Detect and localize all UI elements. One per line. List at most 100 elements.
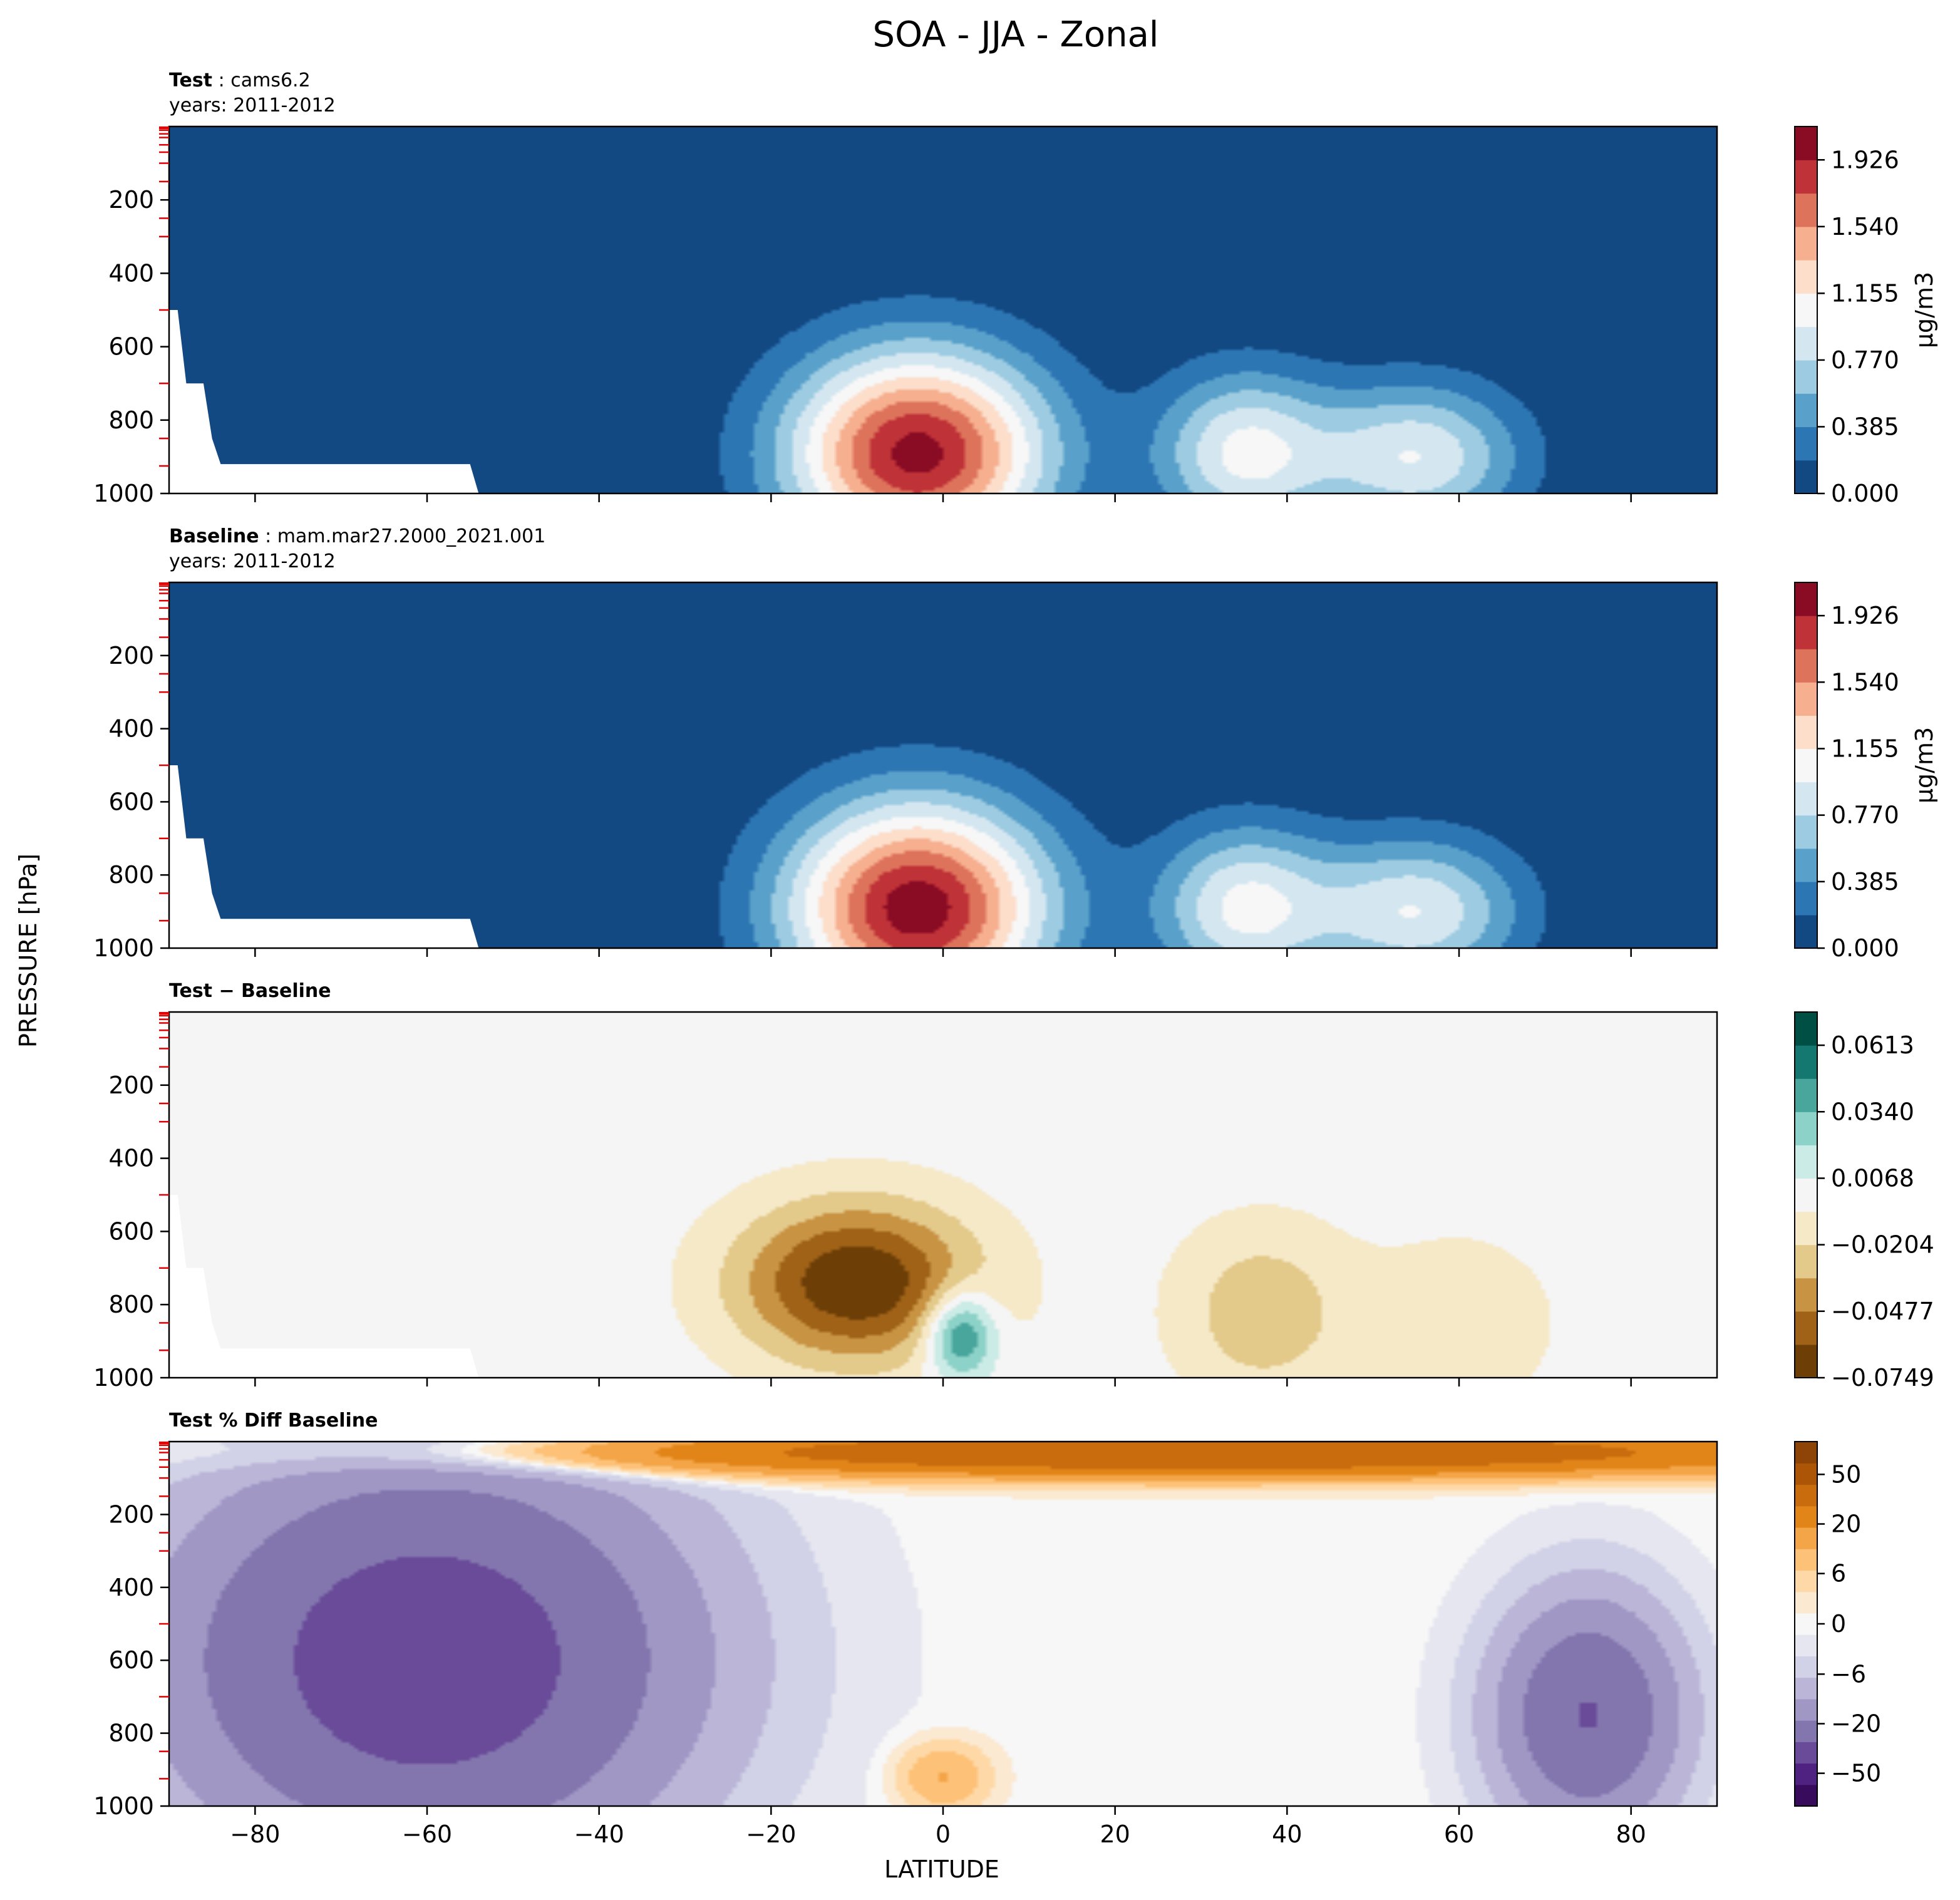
x-axis-label: LATITUDE: [884, 1856, 999, 1883]
colorbar-segment: [1795, 226, 1817, 261]
panel-label-bold: Baseline: [169, 525, 259, 547]
colorbar-label: μg/m3: [1911, 272, 1938, 348]
colorbar-segment: [1795, 1613, 1817, 1635]
colorbar-segment: [1795, 1505, 1817, 1528]
colorbar-segment: [1795, 1178, 1817, 1212]
colorbar-tick-label: −0.0204: [1831, 1231, 1934, 1259]
colorbar-tick-label: 1.926: [1831, 602, 1899, 629]
colorbar-tick-label: −0.0749: [1831, 1364, 1934, 1391]
colorbar-segment: [1795, 1591, 1817, 1614]
colorbar-segment: [1795, 1527, 1817, 1549]
colorbar-segment: [1795, 1549, 1817, 1571]
colorbar-segment: [1795, 1244, 1817, 1279]
panel-pctdiff: Test % Diff Baseline2004006008001000−80−…: [93, 1410, 1881, 1848]
colorbar-tick-label: 0.0068: [1831, 1164, 1914, 1192]
y-tick-label: 400: [108, 259, 154, 287]
y-tick-label: 800: [108, 861, 154, 889]
colorbar-segment: [1795, 426, 1817, 461]
y-tick-label: 400: [108, 1574, 154, 1601]
colorbar-tick-label: 0.385: [1831, 868, 1899, 896]
colorbar-tick-label: 50: [1831, 1460, 1861, 1488]
colorbar-tick-label: 1.155: [1831, 279, 1899, 307]
colorbar-segment: [1795, 715, 1817, 750]
panel-label-value: : cams6.2: [212, 70, 311, 91]
terrain-mask: [169, 765, 479, 948]
panel-label: Test % Diff Baseline: [169, 1410, 378, 1432]
colorbar-tick-label: −0.0477: [1831, 1298, 1934, 1325]
y-tick-label: 200: [108, 186, 154, 214]
colorbar-segment: [1795, 1311, 1817, 1345]
colorbar-segment: [1795, 1344, 1817, 1378]
colorbar-tick-label: 1.155: [1831, 735, 1899, 762]
colorbar-segment: [1795, 1012, 1817, 1046]
panels: Test : cams6.2 years: 2011-2012 200 400 600 8…: [93, 70, 1938, 1848]
colorbar-tick-label: −20: [1831, 1710, 1881, 1737]
y-tick-label: 400: [108, 715, 154, 743]
colorbar-segment: [1795, 582, 1817, 616]
y-tick-label: 600: [108, 1217, 154, 1245]
colorbar-tick-label: 0.770: [1831, 802, 1899, 829]
colorbar-tick-label: 0.770: [1831, 346, 1899, 374]
colorbar-segment: [1795, 682, 1817, 716]
panel-label-bold: Test − Baseline: [169, 980, 331, 1002]
colorbar-tick-label: 0.385: [1831, 413, 1899, 440]
heatmap-field: [169, 1442, 1717, 1806]
y-tick-label: 1000: [93, 934, 154, 962]
colorbar-segment: [1795, 1742, 1817, 1764]
colorbar-frame: [1794, 1011, 1818, 1378]
terrain-mask: [169, 310, 479, 493]
colorbar-segment: [1795, 460, 1817, 494]
colorbar-segment: [1795, 393, 1817, 428]
colorbar-segment: [1795, 1656, 1817, 1678]
heatmap-field: [169, 126, 1717, 493]
colorbar: −50 −20 −6 0 6 20 50: [1794, 1441, 1881, 1807]
colorbar-segment: [1795, 1634, 1817, 1656]
colorbar-segment: [1795, 649, 1817, 683]
colorbar-segment: [1795, 1763, 1817, 1785]
colorbar-frame: [1794, 582, 1818, 949]
colorbar-tick-label: 0.0340: [1831, 1098, 1914, 1125]
y-tick-label: 800: [108, 406, 154, 434]
colorbar-tick-label: −6: [1831, 1660, 1866, 1688]
colorbar-tick-label: −50: [1831, 1760, 1881, 1787]
colorbar-segment: [1795, 1145, 1817, 1179]
colorbar-segment: [1795, 160, 1817, 194]
colorbar-segment: [1795, 1698, 1817, 1721]
colorbar-segment: [1795, 1570, 1817, 1593]
colorbar-segment: [1795, 293, 1817, 328]
y-tick-label: 600: [108, 1646, 154, 1674]
y-tick-label: 200: [108, 1500, 154, 1528]
colorbar-tick-label: 1.926: [1831, 146, 1899, 173]
colorbar-segment: [1795, 848, 1817, 882]
colorbar-segment: [1795, 748, 1817, 783]
colorbar-segment: [1795, 1278, 1817, 1312]
colorbar-segment: [1795, 359, 1817, 394]
y-tick-label: 1000: [93, 1792, 154, 1820]
colorbar-segment: [1795, 782, 1817, 816]
colorbar-segment: [1795, 1211, 1817, 1246]
panel-label: Test : cams6.2: [169, 70, 311, 91]
colorbar-segment: [1795, 126, 1817, 160]
colorbar-segment: [1795, 1045, 1817, 1079]
terrain-mask: [169, 1195, 479, 1378]
panel-years: years: 2011-2012: [169, 550, 336, 572]
colorbar-tick-label: 1.540: [1831, 213, 1899, 240]
x-tick-label: 80: [1616, 1820, 1646, 1848]
x-tick-label: −80: [230, 1820, 280, 1848]
colorbar-segment: [1795, 1442, 1817, 1464]
y-tick-label: 200: [108, 642, 154, 669]
panel-label: Baseline : mam.mar27.2000_2021.001: [169, 525, 545, 547]
panel-label-bold: Test: [169, 70, 212, 91]
panel-label: Test − Baseline: [169, 980, 331, 1002]
colorbar-segment: [1795, 1784, 1817, 1807]
heatmap-field: [169, 1012, 1717, 1378]
y-tick-label: 1000: [93, 480, 154, 507]
x-tick-label: 20: [1100, 1820, 1130, 1848]
colorbar-tick-label: 0.000: [1831, 934, 1899, 962]
colorbar-segment: [1795, 1484, 1817, 1507]
colorbar-tick-label: 6: [1831, 1560, 1846, 1588]
colorbar-segment: [1795, 326, 1817, 361]
colorbar-segment: [1795, 616, 1817, 649]
y-tick-label: 200: [108, 1071, 154, 1099]
